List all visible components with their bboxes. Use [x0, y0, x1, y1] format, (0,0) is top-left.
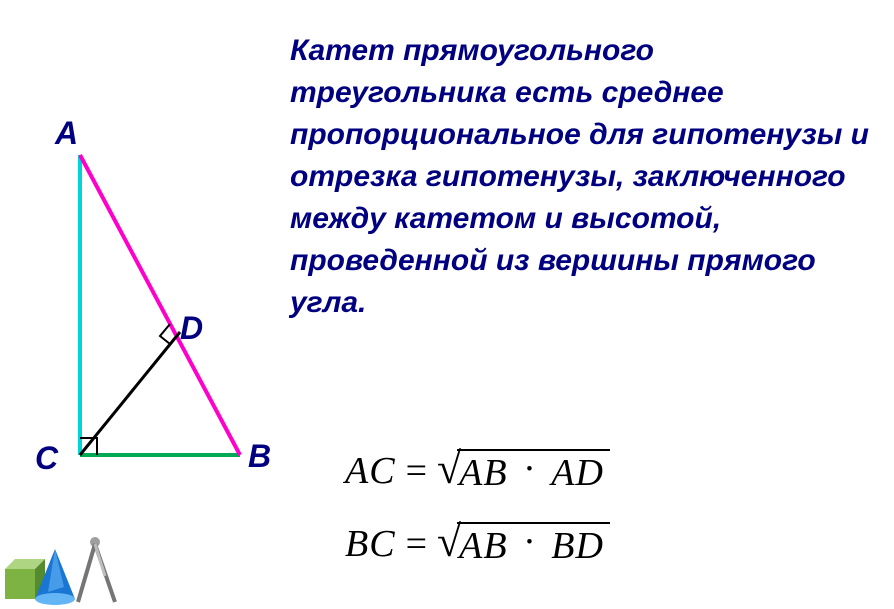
vertex-label-c: C: [35, 440, 58, 477]
vertex-label-b: B: [248, 438, 271, 475]
theorem-text: Катет прямоугольного треугольника есть с…: [290, 30, 870, 324]
sqrt-1: √ AB · AD: [437, 445, 610, 496]
vertex-label-a: A: [55, 115, 78, 152]
vertex-label-d: D: [180, 310, 203, 347]
cdot-icon: ·: [523, 521, 536, 563]
formula-1-lhs: AC: [345, 449, 396, 493]
formula-2-term-a: AB: [459, 525, 507, 567]
equals-sign: =: [406, 522, 427, 566]
equals-sign: =: [406, 449, 427, 493]
edge-ab: [80, 155, 240, 455]
altitude-cd: [80, 332, 180, 455]
sqrt-2: √ AB · BD: [437, 518, 610, 569]
formula-2-term-b: BD: [551, 525, 604, 567]
formula-area: AC = √ AB · AD BC = √ AB · BD: [345, 445, 845, 591]
formula-2-lhs: BC: [345, 522, 396, 566]
formula-1: AC = √ AB · AD: [345, 445, 845, 496]
formula-1-term-a: AB: [459, 452, 507, 494]
cdot-icon: ·: [523, 448, 536, 490]
triangle-diagram: [40, 120, 290, 490]
compass-icon: [78, 537, 115, 602]
formula-2: BC = √ AB · BD: [345, 518, 845, 569]
sqrt-1-content: AB · AD: [457, 449, 610, 497]
right-angle-d: [160, 324, 170, 344]
decoration-shapes: [0, 514, 130, 609]
sqrt-2-content: AB · BD: [457, 522, 610, 570]
formula-1-term-b: AD: [551, 452, 604, 494]
